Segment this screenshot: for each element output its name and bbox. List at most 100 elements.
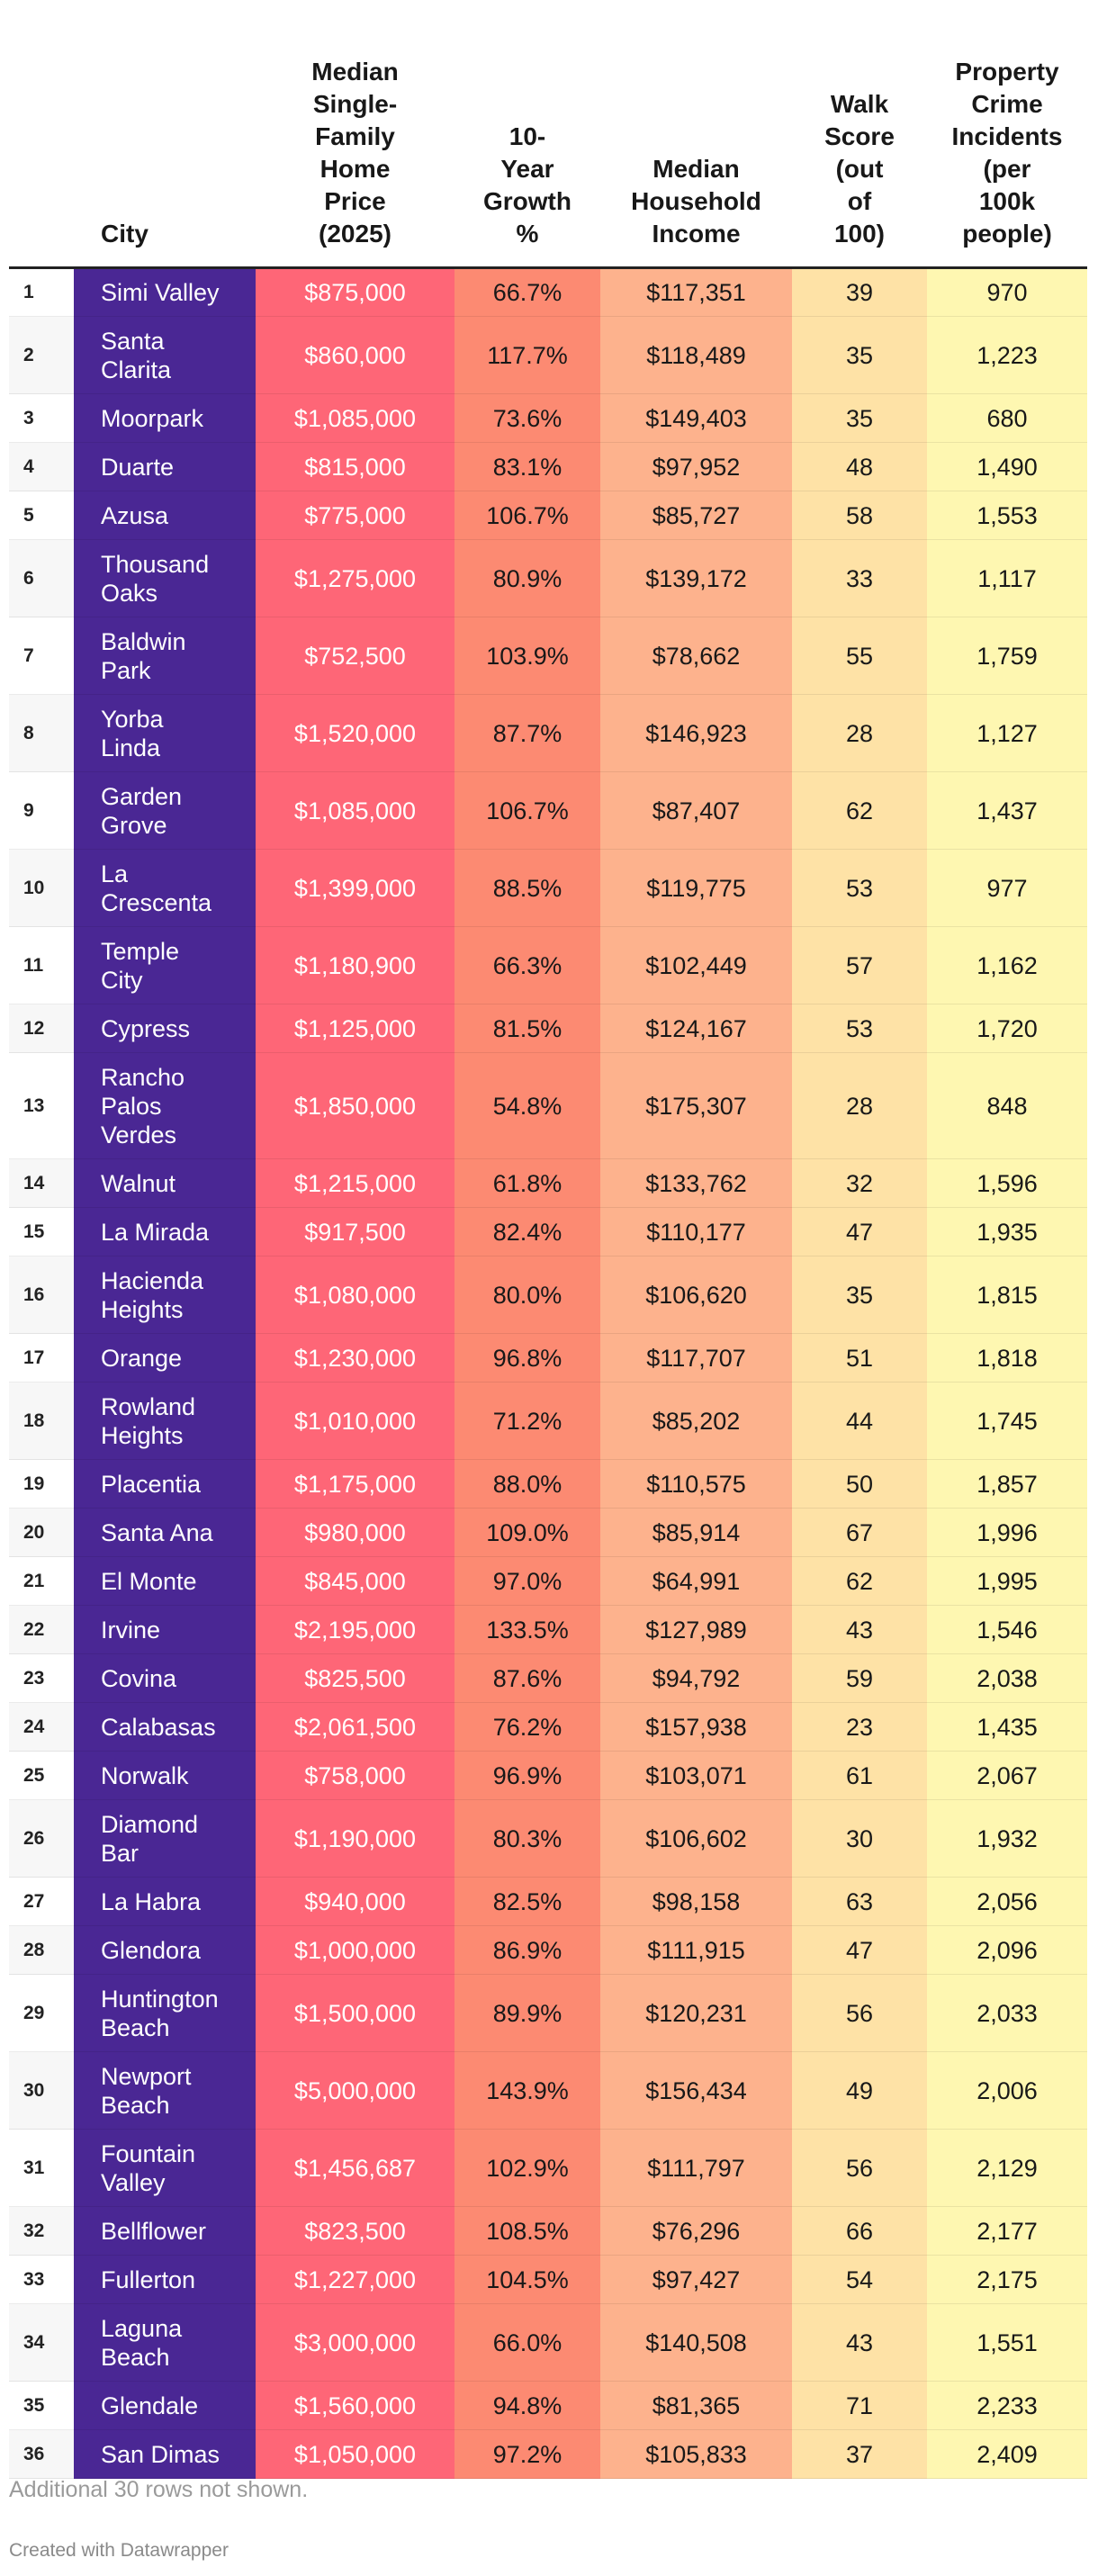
rank-cell: 35 [9,2381,74,2430]
city-name: Glendora [101,1936,202,1964]
city-cell: Moorpark [74,393,256,443]
walk-score-cell: 30 [792,1799,927,1878]
rank-cell: 8 [9,694,74,772]
walk-score-cell: 58 [792,491,927,540]
city-cell: Duarte [74,442,256,491]
city-cell: Rowland Heights [74,1382,256,1460]
city-cell: Santa Ana [74,1508,256,1557]
walk-score-cell: 57 [792,926,927,1004]
table-row: 17 Orange $1,230,000 96.8% $117,707 51 1,818 [9,1333,1087,1383]
rank-cell: 10 [9,849,74,927]
price-cell: $875,000 [256,267,454,317]
price-cell: $1,085,000 [256,771,454,850]
growth-cell: 73.6% [454,393,600,443]
table-row: 10 La Crescenta $1,399,000 88.5% $119,775 53 97… [9,849,1087,927]
rank-cell: 29 [9,1974,74,2052]
city-name: City [101,966,143,994]
table-row: 14 Walnut $1,215,000 61.8% $133,762 32 1,596 [9,1158,1087,1208]
table-row: 30 Newport Beach $5,000,000 143.9% $156,434 49… [9,2051,1087,2130]
rank-cell: 7 [9,617,74,695]
city-name: El Monte [101,1567,197,1595]
crime-cell: 1,553 [927,491,1087,540]
rank-cell: 22 [9,1605,74,1654]
rank-cell: 30 [9,2051,74,2130]
income-cell: $118,489 [600,316,792,394]
city-name: Placentia [101,1470,202,1498]
table-row: 19 Placentia $1,175,000 88.0% $110,575 50 1,85… [9,1459,1087,1509]
header-label-growth: Year [500,155,554,183]
growth-cell: 88.0% [454,1459,600,1509]
header-label-walk: 100) [833,220,886,248]
city-name: Azusa [101,501,169,529]
city-cell: Huntington Beach [74,1974,256,2052]
crime-cell: 2,033 [927,1974,1087,2052]
price-cell: $823,500 [256,2206,454,2256]
city-cell: Fullerton [74,2255,256,2304]
walk-score-cell: 48 [792,442,927,491]
city-name: Simi Valley [101,279,220,306]
city-cell: San Dimas [74,2429,256,2479]
growth-cell: 87.7% [454,694,600,772]
header-label-crime: Property [955,58,1059,86]
growth-cell: 88.5% [454,849,600,927]
city-cell: La Crescenta [74,849,256,927]
price-cell: $1,520,000 [256,694,454,772]
crime-cell: 2,056 [927,1877,1087,1926]
income-cell: $76,296 [600,2206,792,2256]
price-cell: $1,180,900 [256,926,454,1004]
income-cell: $110,575 [600,1459,792,1509]
table-row: 22 Irvine $2,195,000 133.5% $127,989 43 1,546 [9,1605,1087,1654]
growth-cell: 109.0% [454,1508,600,1557]
growth-cell: 82.4% [454,1207,600,1256]
city-name: Huntington [101,1985,219,2013]
table-row: 2 Santa Clarita $860,000 117.7% $118,489 35 1,2… [9,316,1087,394]
income-cell: $156,434 [600,2051,792,2130]
price-cell: $5,000,000 [256,2051,454,2130]
price-cell: $2,195,000 [256,1605,454,1654]
rank-cell: 34 [9,2303,74,2382]
city-name: Garden [101,782,183,810]
growth-cell: 87.6% [454,1653,600,1703]
city-cell: Garden Grove [74,771,256,850]
rank-cell: 28 [9,1925,74,1975]
rank-cell: 11 [9,926,74,1004]
city-name: Bar [101,1839,140,1867]
city-cell: Calabasas [74,1702,256,1752]
income-cell: $119,775 [600,849,792,927]
crime-cell: 970 [927,267,1087,317]
growth-cell: 54.8% [454,1052,600,1159]
table-row: 11 Temple City $1,180,900 66.3% $102,449 57 1,1… [9,926,1087,1004]
crime-cell: 1,996 [927,1508,1087,1557]
crime-cell: 848 [927,1052,1087,1159]
city-name: Crescenta [101,888,212,916]
header-label-city: City [101,220,148,248]
walk-score-cell: 28 [792,1052,927,1159]
growth-cell: 61.8% [454,1158,600,1208]
growth-cell: 66.0% [454,2303,600,2382]
city-name: Valley [101,2168,166,2196]
income-cell: $124,167 [600,1004,792,1053]
price-cell: $1,010,000 [256,1382,454,1460]
walk-score-cell: 49 [792,2051,927,2130]
growth-cell: 83.1% [454,442,600,491]
price-cell: $1,190,000 [256,1799,454,1878]
walk-score-cell: 56 [792,1974,927,2052]
city-name: Rowland [101,1392,196,1420]
table-row: 18 Rowland Heights $1,010,000 71.2% $85,202 44… [9,1382,1087,1460]
city-name: La Habra [101,1887,202,1915]
table-row: 27 La Habra $940,000 82.5% $98,158 63 2,056 [9,1877,1087,1926]
growth-cell: 143.9% [454,2051,600,2130]
growth-cell: 106.7% [454,491,600,540]
city-name: Cypress [101,1014,191,1042]
crime-cell: 1,720 [927,1004,1087,1053]
walk-score-cell: 61 [792,1751,927,1800]
crime-cell: 2,096 [927,1925,1087,1975]
walk-score-cell: 43 [792,2303,927,2382]
city-name: Temple [101,937,180,965]
table-row: 25 Norwalk $758,000 96.9% $103,071 61 2,067 [9,1751,1087,1800]
city-name: Duarte [101,453,175,481]
walk-score-cell: 35 [792,316,927,394]
income-cell: $102,449 [600,926,792,1004]
header-label-crime: people) [962,220,1052,248]
